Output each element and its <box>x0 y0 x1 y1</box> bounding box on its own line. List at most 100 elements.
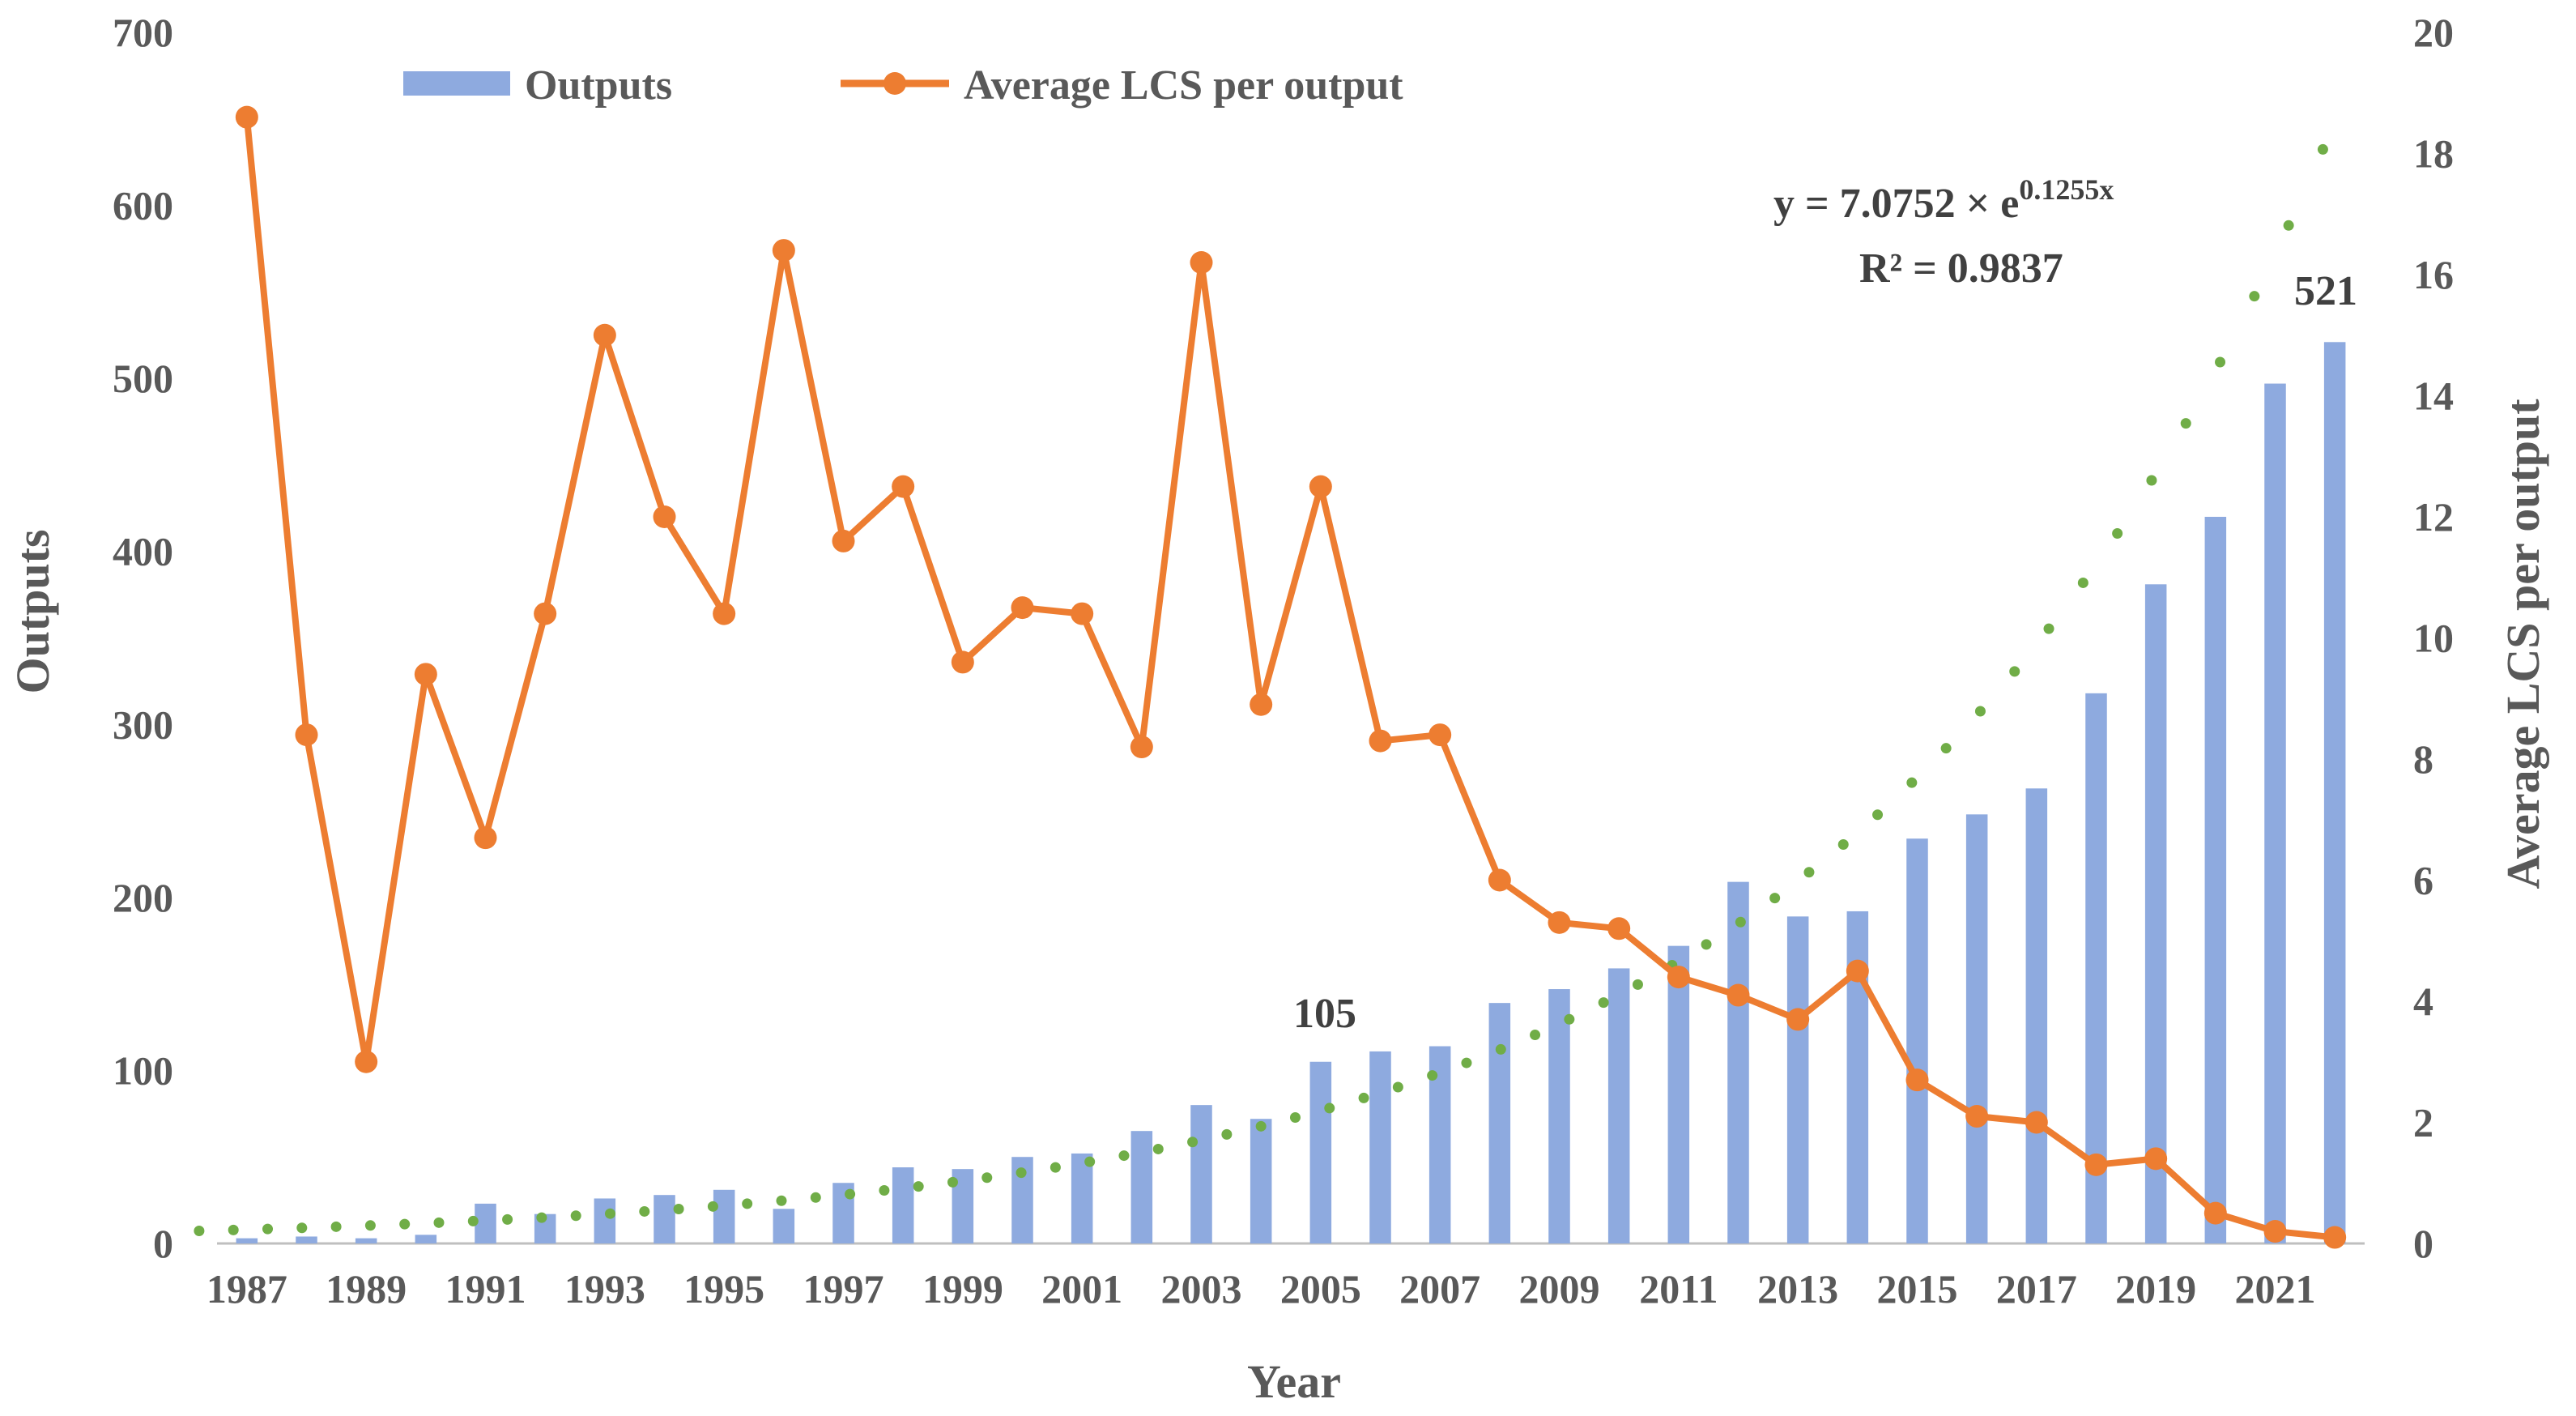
trendline-dot <box>1701 939 1712 950</box>
bar <box>1965 814 1988 1243</box>
bar <box>355 1238 377 1243</box>
trendline-dot <box>1289 1112 1301 1124</box>
y-tick-label: 100 <box>113 1047 173 1093</box>
trendline-dot <box>1530 1030 1541 1041</box>
trendline-dot <box>2146 475 2157 486</box>
bar <box>236 1238 258 1243</box>
x-tick-label: 2013 <box>1757 1266 1838 1312</box>
lcs-point <box>235 105 258 129</box>
trendline-dot <box>1118 1150 1130 1162</box>
lcs-point <box>1309 475 1332 498</box>
x-tick-label: 2007 <box>1399 1266 1480 1312</box>
trendline-dot <box>604 1208 615 1219</box>
bar <box>2085 693 2107 1243</box>
trendline-dot <box>947 1176 958 1188</box>
trendline-dot <box>1495 1043 1506 1055</box>
trendline-dot <box>262 1223 273 1235</box>
y2-tick-label: 16 <box>2413 252 2454 297</box>
lcs-point <box>2263 1220 2287 1243</box>
trendline-dot <box>1906 777 1918 788</box>
trendline-equation: y = 7.0752 × e0.1255x <box>1773 173 2114 227</box>
trendline-dot <box>1152 1143 1164 1154</box>
trendline-dot <box>776 1195 787 1206</box>
y2-tick-label: 18 <box>2413 131 2454 177</box>
trendline-dot <box>570 1210 581 1222</box>
lcs-point <box>1786 1008 1810 1031</box>
trendline-dot <box>1769 893 1781 904</box>
y2-tick-label: 4 <box>2413 979 2433 1024</box>
bar <box>1548 989 1570 1243</box>
legend-swatch-outputs <box>403 71 510 96</box>
lcs-point <box>474 826 497 850</box>
trendline-dot <box>1632 979 1643 990</box>
lcs-point <box>2144 1147 2168 1171</box>
lcs-point <box>1429 723 1452 747</box>
lcs-point <box>1071 602 1094 625</box>
tick-labels: 0100200300400500600700024681012141618201… <box>113 10 2454 1312</box>
x-tick-label: 1993 <box>564 1266 645 1312</box>
bar <box>1727 881 1749 1243</box>
lcs-point <box>1250 693 1273 716</box>
bar <box>475 1203 496 1243</box>
trendline-r-squared: R² = 0.9837 <box>1859 245 2063 292</box>
bar <box>2323 342 2346 1243</box>
trendline-dot <box>1015 1167 1027 1179</box>
trendline-dot <box>1187 1137 1199 1148</box>
y-tick-label: 500 <box>113 356 173 401</box>
x-tick-label: 1997 <box>803 1266 884 1312</box>
trendline-dot <box>536 1212 547 1223</box>
x-tick-label: 2019 <box>2115 1266 2196 1312</box>
trendline-dot <box>810 1192 821 1203</box>
lcs-point <box>1667 966 1690 989</box>
bar <box>1369 1051 1391 1243</box>
equation-base: y = 7.0752 × e <box>1773 181 2019 227</box>
lcs-point <box>534 602 557 625</box>
legend-swatch-lcs-marker <box>884 72 906 95</box>
lcs-point <box>1727 983 1750 1007</box>
trendline-dot <box>2317 143 2328 155</box>
trendline-dot <box>2077 577 2088 588</box>
lcs-point <box>2084 1153 2108 1176</box>
trendline-dot <box>330 1221 342 1232</box>
trendline-dot <box>639 1205 650 1217</box>
lcs-point <box>1965 1105 1989 1128</box>
bar <box>415 1235 437 1243</box>
y2-tick-label: 12 <box>2413 494 2454 540</box>
y-tick-label: 400 <box>113 529 173 574</box>
trendline-dot <box>1564 1013 1575 1025</box>
trendline-dot <box>1837 839 1849 851</box>
x-tick-label: 2015 <box>1877 1266 1958 1312</box>
trendline-dot <box>981 1172 993 1184</box>
bar <box>654 1195 675 1243</box>
lcs-point <box>1905 1068 1929 1092</box>
trendline-dot <box>2009 666 2020 677</box>
trendline-dot <box>502 1213 513 1225</box>
bar <box>1607 968 1630 1243</box>
bar <box>773 1209 795 1243</box>
line-series-average-lcs <box>235 105 2347 1249</box>
bar <box>1667 945 1690 1243</box>
lcs-point <box>1488 868 1511 892</box>
trendline-dot <box>1255 1120 1267 1132</box>
bar <box>2144 584 2167 1243</box>
trendline-dot <box>433 1217 445 1228</box>
legend-label-outputs: Outputs <box>525 62 672 109</box>
lcs-point <box>355 1050 378 1073</box>
trendline-dot <box>228 1224 239 1235</box>
trendline-dot <box>1598 997 1609 1009</box>
trendline-dot <box>2249 291 2260 302</box>
y-tick-label: 0 <box>153 1221 173 1266</box>
y2-tick-label: 8 <box>2413 736 2433 782</box>
trendline-dot <box>2043 623 2054 634</box>
lcs-point <box>1607 917 1631 940</box>
trendline-dot <box>845 1188 856 1200</box>
lcs-point <box>414 663 437 686</box>
trendline-dot <box>2215 356 2226 368</box>
y-tick-label: 200 <box>113 875 173 920</box>
y2-axis-title: Average LCS per output <box>2497 399 2549 889</box>
bar <box>1250 1119 1272 1243</box>
bar <box>2025 788 2048 1243</box>
lcs-point <box>593 323 616 347</box>
lcs-point <box>1011 596 1034 620</box>
